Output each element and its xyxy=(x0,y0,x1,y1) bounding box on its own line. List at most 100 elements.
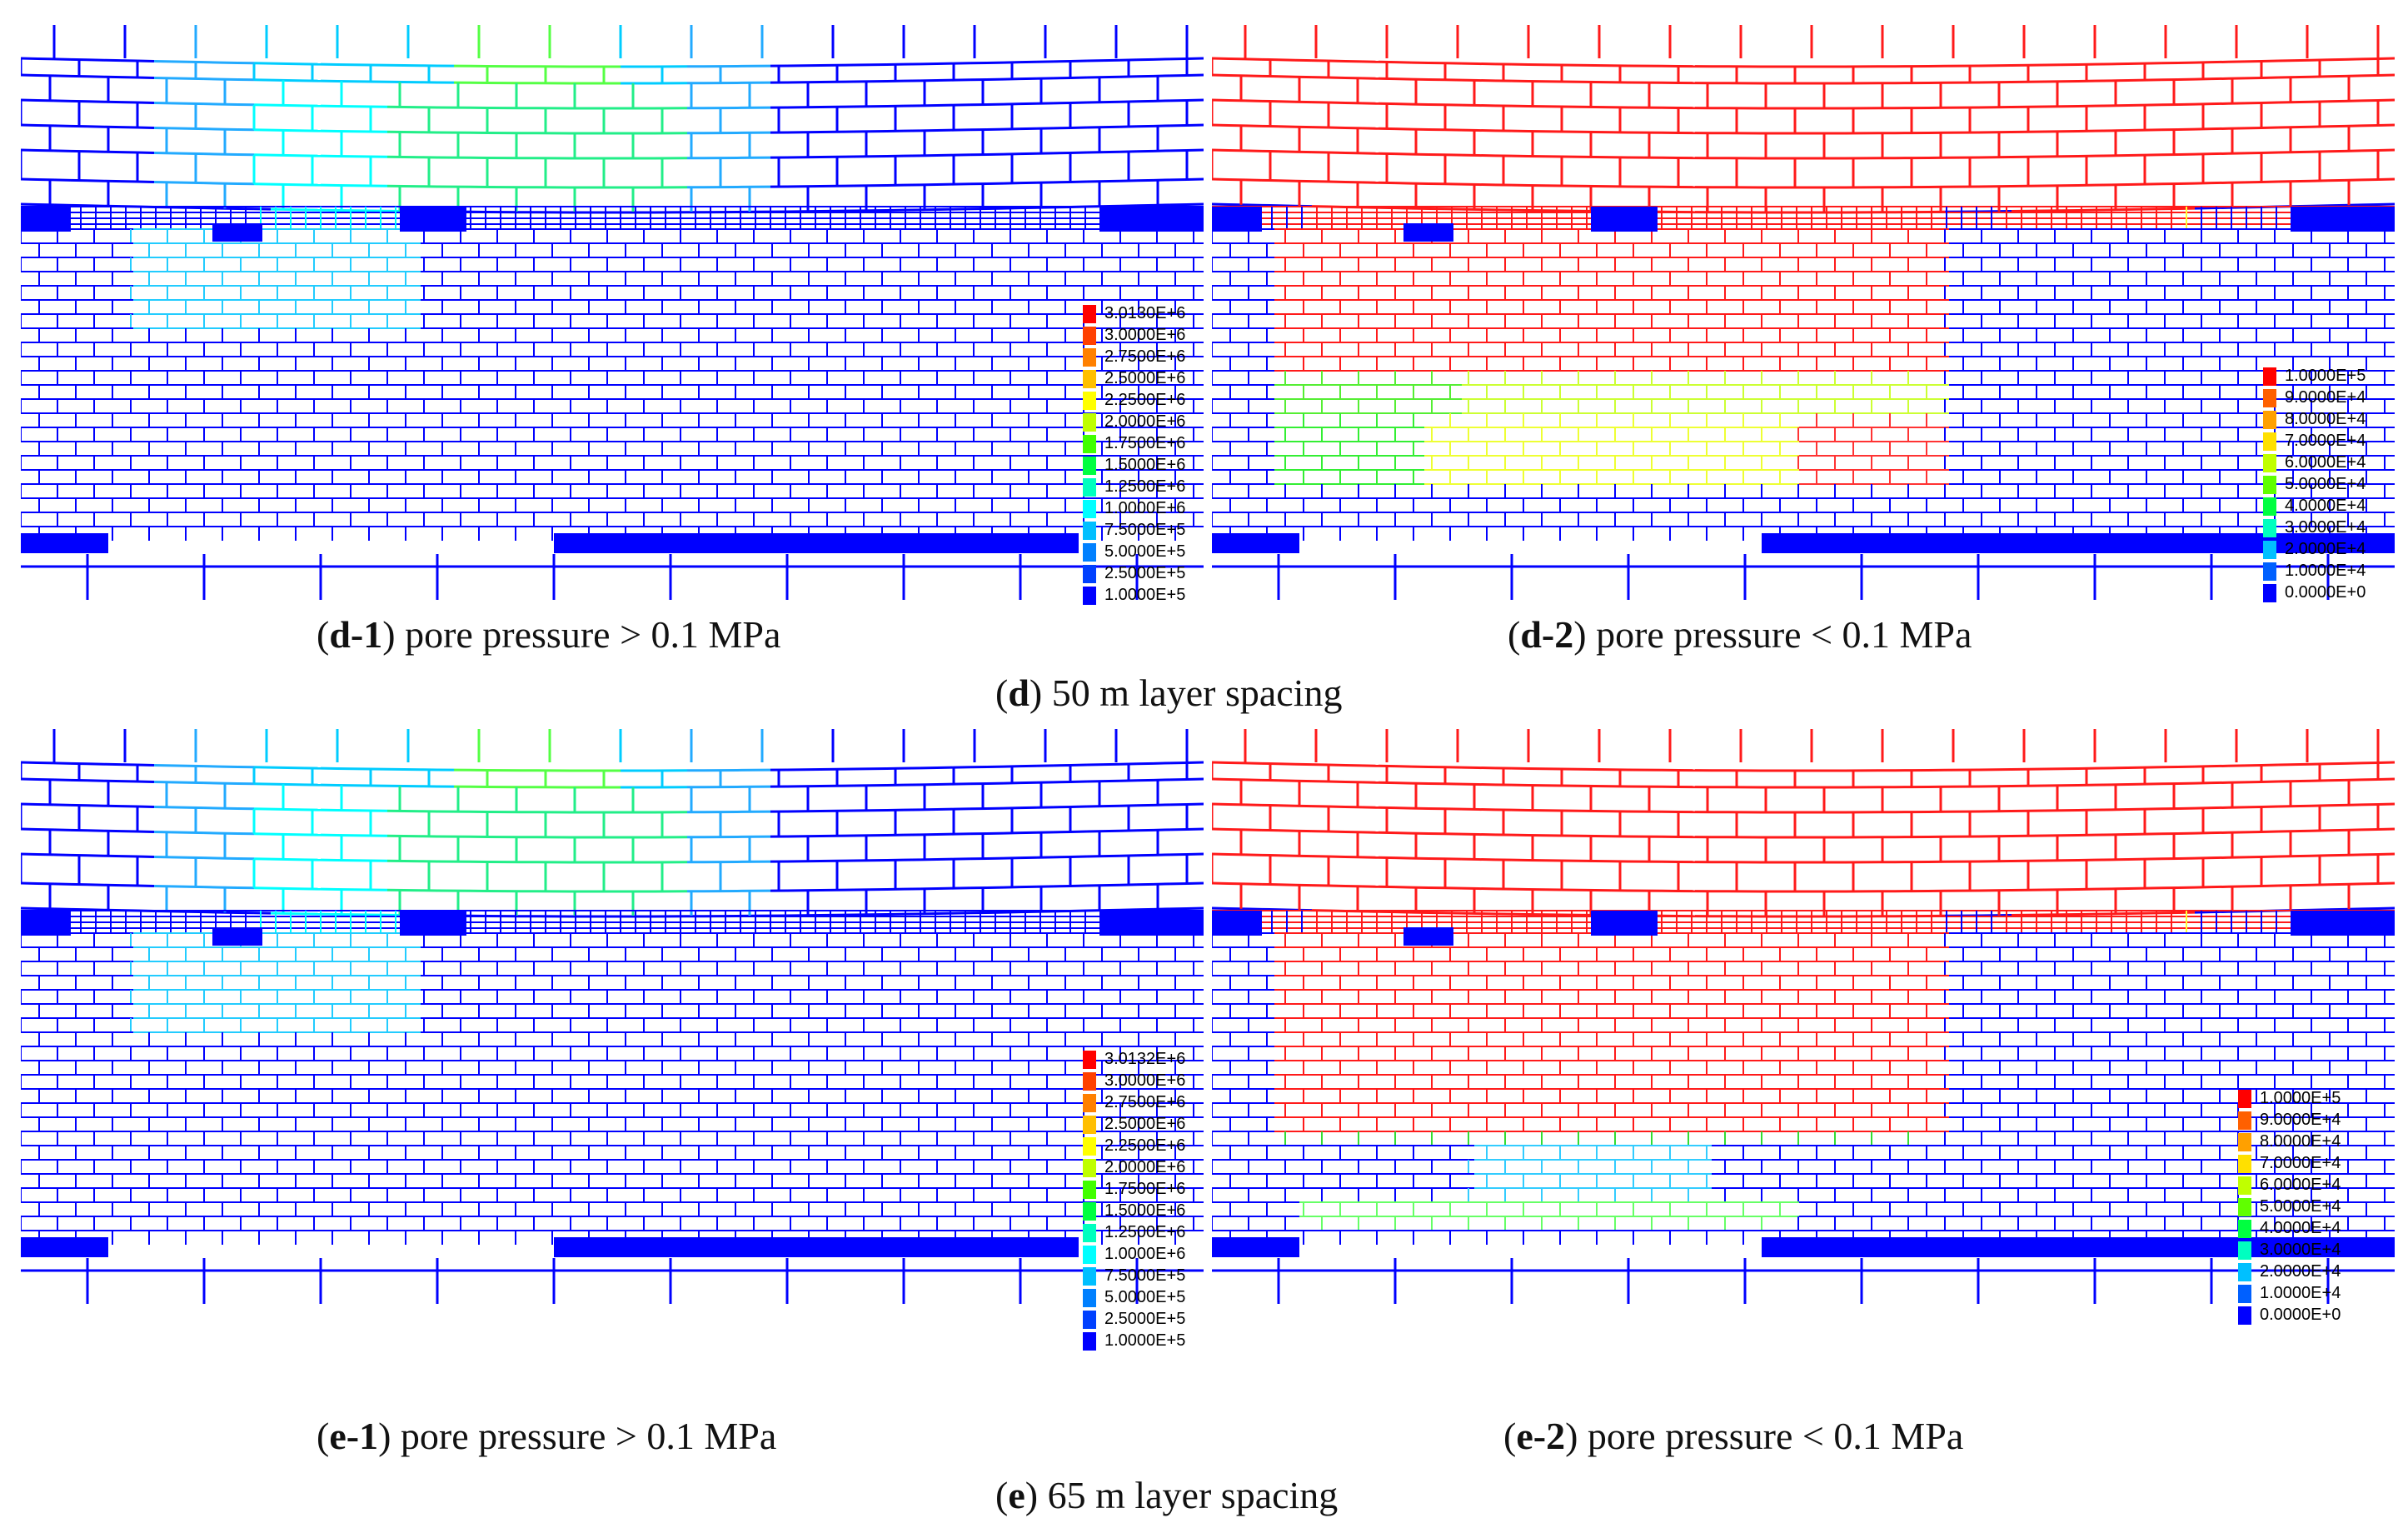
colorbar-swatch xyxy=(1083,1136,1096,1156)
caption-d-1: (d-1) pore pressure > 0.1 MPa xyxy=(317,613,781,656)
panel-d-2: 1.0000E+5 9.0000E+4 8.0000E+4 7.0000E+4 6.00… xyxy=(1212,25,2395,608)
colorbar-entry: 4.0000E+4 xyxy=(2238,1219,2341,1238)
colorbar-swatch xyxy=(1083,347,1096,367)
panel-d-1: 3.0130E+6 3.0000E+6 2.7500E+6 2.5000E+6 2.25… xyxy=(21,25,1204,608)
caption-d-2: (d-2) pore pressure < 0.1 MPa xyxy=(1508,613,1972,656)
colorbar-swatch xyxy=(1083,1288,1096,1307)
colorbar-swatch xyxy=(1083,1115,1096,1134)
colorbar-swatch xyxy=(1083,369,1096,388)
colorbar-swatch xyxy=(2263,432,2276,451)
mesh-e-2 xyxy=(1212,729,2395,1304)
colorbar-label: 3.0130E+6 xyxy=(1104,304,1186,322)
colorbar-swatch xyxy=(2238,1241,2251,1260)
colorbar-swatch xyxy=(1083,456,1096,475)
colorbar-entry: 1.0000E+5 xyxy=(2263,367,2366,386)
colorbar-entry: 1.0000E+5 xyxy=(1083,1331,1185,1351)
caption-e-1: (e-1) pore pressure > 0.1 MPa xyxy=(317,1415,777,1457)
colorbar-entry: 3.0130E+6 xyxy=(1083,304,1185,323)
colorbar-label: 0.0000E+0 xyxy=(2285,583,2366,602)
colorbar-label: 2.7500E+6 xyxy=(1104,347,1186,366)
colorbar-swatch xyxy=(2263,540,2276,559)
colorbar-entry: 1.5000E+6 xyxy=(1083,1201,1185,1221)
colorbar-entry: 5.0000E+4 xyxy=(2263,475,2366,494)
colorbar-entry: 1.2500E+6 xyxy=(1083,477,1185,497)
colorbar-swatch xyxy=(1083,1245,1096,1264)
colorbar-swatch xyxy=(1083,499,1096,518)
colorbar-label: 2.0000E+6 xyxy=(1104,1158,1186,1176)
caption-e-2: (e-2) pore pressure < 0.1 MPa xyxy=(1503,1415,1964,1457)
colorbar-entry: 2.7500E+6 xyxy=(1083,1093,1185,1112)
colorbar-swatch xyxy=(1083,477,1096,497)
colorbar-label: 1.0000E+5 xyxy=(1104,1331,1186,1350)
colorbar-entry: 2.5000E+6 xyxy=(1083,1115,1185,1134)
colorbar-swatch xyxy=(2263,583,2276,602)
colorbar-label: 1.5000E+6 xyxy=(1104,1201,1186,1220)
colorbar-entry: 5.0000E+5 xyxy=(1083,542,1185,562)
panel-e-1: 3.0132E+6 3.0000E+6 2.7500E+6 2.5000E+6 2.25… xyxy=(21,729,1204,1351)
colorbar-label: 3.0000E+4 xyxy=(2260,1241,2341,1259)
colorbar-swatch xyxy=(1083,1201,1096,1221)
colorbar-label: 5.0000E+5 xyxy=(1104,1288,1186,1306)
colorbar-label: 5.0000E+5 xyxy=(1104,542,1186,561)
colorbar-label: 3.0000E+4 xyxy=(2285,518,2366,537)
colorbar-swatch xyxy=(1083,1050,1096,1069)
colorbar-entry: 8.0000E+4 xyxy=(2263,410,2366,429)
colorbar-swatch xyxy=(2238,1306,2251,1325)
colorbar-swatch xyxy=(1083,1310,1096,1329)
colorbar-swatch xyxy=(2263,518,2276,537)
colorbar-swatch xyxy=(1083,586,1096,605)
colorbar-entry: 3.0000E+4 xyxy=(2263,518,2366,537)
colorbar-label: 1.0000E+4 xyxy=(2285,562,2366,580)
mesh-group xyxy=(21,729,1204,1304)
colorbar-label: 8.0000E+4 xyxy=(2285,410,2366,428)
colorbar-label: 1.5000E+6 xyxy=(1104,456,1186,474)
colorbar-entry: 1.2500E+6 xyxy=(1083,1223,1185,1242)
colorbar-swatch xyxy=(2263,410,2276,429)
colorbar-entry: 3.0000E+6 xyxy=(1083,1071,1185,1091)
colorbar-entry: 1.0000E+6 xyxy=(1083,499,1185,518)
colorbar-label: 2.5000E+6 xyxy=(1104,1115,1186,1133)
colorbar-label: 4.0000E+4 xyxy=(2285,497,2366,515)
mesh-d-1 xyxy=(21,25,1204,600)
colorbar-label: 2.5000E+5 xyxy=(1104,1310,1186,1328)
colorbar-swatch xyxy=(1083,391,1096,410)
colorbar-label: 2.2500E+6 xyxy=(1104,391,1186,409)
colorbar-entry: 2.0000E+6 xyxy=(1083,1158,1185,1177)
colorbar-label: 1.2500E+6 xyxy=(1104,477,1186,496)
colorbar-entry: 1.5000E+6 xyxy=(1083,456,1185,475)
colorbar-swatch xyxy=(2238,1262,2251,1281)
colorbar-swatch xyxy=(2263,562,2276,581)
colorbar-label: 7.5000E+5 xyxy=(1104,1266,1186,1285)
caption-group-e: (e) 65 m layer spacing xyxy=(995,1474,1339,1516)
colorbar-label: 3.0000E+6 xyxy=(1104,326,1186,344)
colorbar-entry: 5.0000E+4 xyxy=(2238,1197,2341,1216)
colorbar-label: 0.0000E+0 xyxy=(2260,1306,2341,1324)
colorbar-entry: 5.0000E+5 xyxy=(1083,1288,1185,1307)
colorbar-swatch xyxy=(2263,388,2276,407)
colorbar-entry: 3.0132E+6 xyxy=(1083,1050,1185,1069)
colorbar-label: 1.0000E+6 xyxy=(1104,499,1186,517)
colorbar-label: 6.0000E+4 xyxy=(2285,453,2366,472)
colorbar-label: 2.7500E+6 xyxy=(1104,1093,1186,1111)
colorbar-entry: 0.0000E+0 xyxy=(2263,583,2366,602)
colorbar-entry: 2.0000E+6 xyxy=(1083,412,1185,432)
colorbar-label: 1.0000E+5 xyxy=(2285,367,2366,385)
colorbar-entry: 7.5000E+5 xyxy=(1083,1266,1185,1286)
caption-group-d: (d) 50 m layer spacing xyxy=(995,672,1343,714)
colorbar-swatch xyxy=(2238,1219,2251,1238)
colorbar-swatch xyxy=(1083,434,1096,453)
colorbar-label: 2.5000E+5 xyxy=(1104,564,1186,582)
colorbar-swatch xyxy=(2238,1089,2251,1108)
colorbar-label: 7.0000E+4 xyxy=(2285,432,2366,450)
colorbar-label: 1.0000E+5 xyxy=(1104,586,1186,604)
colorbar-entry: 1.0000E+6 xyxy=(1083,1245,1185,1264)
colorbar-entry: 9.0000E+4 xyxy=(2238,1111,2341,1130)
colorbar-swatch xyxy=(1083,1093,1096,1112)
colorbar-entry: 8.0000E+4 xyxy=(2238,1132,2341,1151)
colorbar-swatch xyxy=(1083,1266,1096,1286)
colorbar-entry: 0.0000E+0 xyxy=(2238,1306,2341,1325)
colorbar-swatch xyxy=(2263,475,2276,494)
colorbar-swatch xyxy=(1083,1180,1096,1199)
colorbar-entry: 2.7500E+6 xyxy=(1083,347,1185,367)
colorbar-label: 6.0000E+4 xyxy=(2260,1176,2341,1194)
